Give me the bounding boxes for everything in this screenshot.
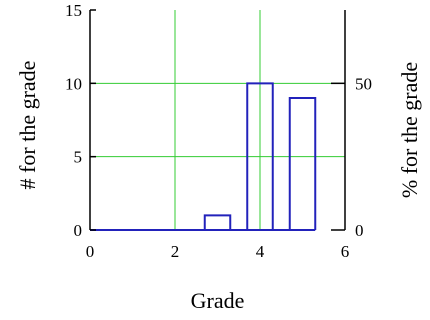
y-tick-label: 0 (74, 221, 83, 240)
y-tick-label: 15 (65, 1, 82, 20)
y-tick-label: 5 (74, 148, 83, 167)
x-tick-label: 6 (341, 242, 350, 261)
grid-lines (90, 10, 345, 230)
y2-tick-label: 50 (355, 74, 372, 93)
y2-tick-label: 0 (355, 221, 364, 240)
plot-frame (89, 9, 346, 231)
x-tick-label: 0 (86, 242, 95, 261)
bar (246, 82, 274, 230)
y-axis-title: # for the grade (15, 61, 40, 190)
bar (203, 214, 232, 230)
bar (288, 97, 317, 230)
x-axis-title: Grade (191, 288, 245, 313)
x-tick-label: 4 (256, 242, 265, 261)
x-tick-label: 2 (171, 242, 180, 261)
y-tick-label: 10 (65, 74, 82, 93)
y2-axis-title: % for the grade (397, 62, 422, 198)
bar-series (90, 82, 317, 231)
